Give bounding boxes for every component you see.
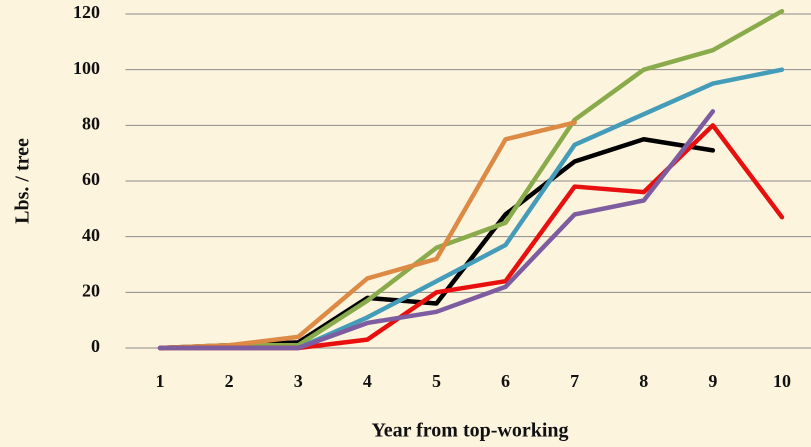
x-tick-label: 1 <box>156 371 165 391</box>
y-tick-label: 100 <box>73 58 100 78</box>
y-tick-label: 120 <box>73 2 100 22</box>
y-tick-label: 0 <box>91 336 100 356</box>
x-tick-label: 6 <box>501 371 510 391</box>
series-line <box>157 67 785 351</box>
y-tick-label: 40 <box>82 225 100 245</box>
x-tick-label: 5 <box>432 371 441 391</box>
x-tick-label: 2 <box>225 371 234 391</box>
x-tick-label: 10 <box>773 371 791 391</box>
series-line <box>157 137 716 351</box>
x-tick-label: 4 <box>363 371 372 391</box>
x-tick-label: 3 <box>294 371 303 391</box>
y-tick-label: 60 <box>82 169 100 189</box>
y-tick-label: 20 <box>82 280 100 300</box>
x-tick-label: 8 <box>639 371 648 391</box>
x-tick-label: 9 <box>708 371 717 391</box>
y-tick-label: 80 <box>82 113 100 133</box>
x-tick-label: 7 <box>570 371 579 391</box>
series-line <box>157 8 785 351</box>
series-line <box>157 109 716 351</box>
x-axis-title: Year from top-working <box>371 420 568 442</box>
y-axis-title: Lbs. / tree <box>12 138 34 224</box>
series-line <box>157 120 577 351</box>
